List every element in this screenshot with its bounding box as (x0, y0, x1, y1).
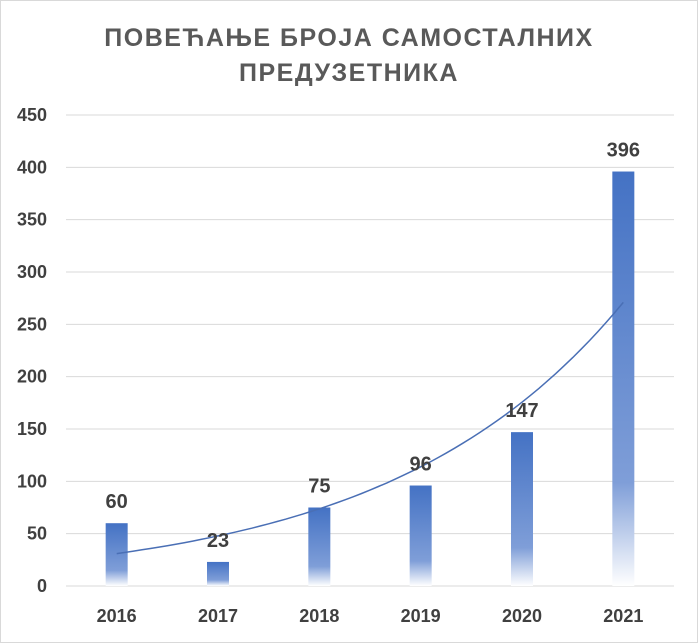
x-tick-label: 2018 (299, 606, 339, 626)
y-tick-label: 450 (17, 105, 47, 125)
y-tick-label: 200 (17, 367, 47, 387)
y-tick-label: 350 (17, 210, 47, 230)
chart-title-line-2: ПРЕДУЗЕТНИКА (239, 59, 459, 87)
bar (409, 485, 432, 586)
x-tick-label: 2017 (198, 606, 238, 626)
gridlines (66, 114, 674, 587)
bars (105, 171, 635, 586)
bar (612, 171, 635, 586)
y-tick-label: 0 (37, 576, 47, 596)
bar (308, 507, 331, 586)
x-axis-ticks: 2016 2017 2018 2019 2020 2021 (97, 606, 644, 626)
data-label: 96 (410, 454, 432, 476)
data-label: 147 (505, 400, 538, 422)
data-label: 75 (308, 476, 330, 498)
y-tick-label: 400 (17, 157, 47, 177)
y-tick-label: 250 (17, 314, 47, 334)
trendline (116, 301, 624, 555)
y-tick-label: 100 (17, 471, 47, 491)
data-label: 23 (207, 530, 229, 552)
bar (207, 561, 229, 586)
data-labels: 60 23 75 96 147 396 (106, 140, 640, 552)
y-tick-label: 50 (27, 524, 47, 544)
y-tick-label: 150 (17, 419, 47, 439)
y-axis-ticks: 0 50 100 150 200 250 300 350 400 450 (17, 105, 47, 596)
x-tick-label: 2019 (401, 606, 441, 626)
y-tick-label: 300 (17, 262, 47, 282)
bar (511, 432, 533, 586)
chart-title-line-1: ПОВЕЋАЊЕ БРОЈА САМОСТАЛНИХ (104, 24, 593, 52)
x-tick-label: 2020 (502, 606, 542, 626)
x-tick-label: 2021 (603, 606, 643, 626)
data-label: 396 (607, 140, 640, 162)
bar (105, 523, 128, 586)
x-tick-label: 2016 (97, 606, 137, 626)
data-label: 60 (106, 491, 128, 513)
